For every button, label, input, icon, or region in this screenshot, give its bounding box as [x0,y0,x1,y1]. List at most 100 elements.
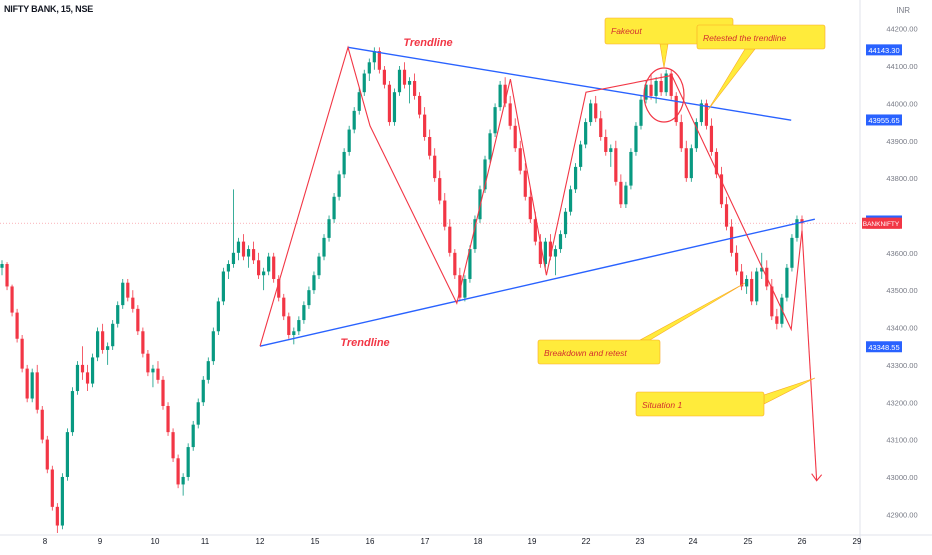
x-tick-label: 12 [256,537,265,546]
symbol-tag [862,217,900,229]
trendline [259,218,815,347]
candle-body [387,84,392,123]
candle-body [60,476,64,526]
candle-body [599,118,603,138]
candle-body [609,148,613,152]
y-tick-label: 43500.00 [886,286,917,295]
candle-body [397,69,402,93]
candle-body [528,196,532,220]
candle-body [176,458,180,485]
candle-body [106,346,110,350]
projection-arrowhead [811,473,823,482]
candle-body [111,323,115,347]
candle-body [543,241,547,265]
candle-body [704,103,709,126]
candle-body [573,166,578,190]
candle-body [614,148,618,182]
candle-body [95,331,100,358]
price-tag-label: 44143.30 [868,46,899,55]
candle-body [90,357,95,384]
currency-label: INR [896,6,910,15]
candle-body [201,379,205,403]
candle-body [533,219,537,242]
candle-body [166,405,170,433]
callout-pointer [763,377,816,405]
x-tick-label: 23 [636,537,645,546]
candle-body [423,114,427,138]
trendline [347,46,792,121]
candle-body [116,305,120,324]
candle-body [141,331,145,354]
callout-pointer [639,282,746,341]
candle-body [0,264,4,268]
candle-body [35,372,39,410]
candle-body [206,361,210,380]
candle-body [659,80,663,93]
candle-body [267,256,271,272]
candle-body [146,353,150,373]
x-tick-label: 26 [798,537,807,546]
candle-body [785,267,789,298]
x-tick-label: 9 [98,537,103,546]
candle-body [669,73,673,96]
candle-body [121,282,125,306]
candle-body [699,103,703,123]
candle-body [513,125,517,149]
callout-text: Situation 1 [642,400,682,410]
candle-body [317,256,321,276]
candle-body [372,51,376,63]
candle-body [724,204,729,227]
candle-body [362,73,366,93]
candle-body [196,402,200,425]
candle-body [186,447,190,477]
candle-body [458,275,462,298]
candle-body [40,409,44,440]
candle-body [126,282,130,298]
x-tick-label: 15 [311,537,320,546]
candle-body [25,368,29,399]
candle-body [443,200,447,227]
candle-body [226,264,231,272]
price-tag-label: 43348.55 [868,343,899,352]
candle-body [50,469,54,507]
candle-body [30,372,34,399]
candle-body [548,241,553,257]
candle-body [750,278,754,302]
candle-body [5,264,9,287]
candle-body [65,432,70,477]
candle-body [689,148,693,179]
candle-body [428,137,432,156]
candle-body [503,84,507,104]
candle-body [15,312,19,339]
candle-body [624,185,628,205]
callout-box [537,339,661,365]
y-tick-label: 43200.00 [886,398,917,407]
y-tick-label: 43000.00 [886,473,917,482]
candle-body [523,170,527,197]
candle-body [604,137,608,152]
y-tick-label: 44200.00 [886,25,917,34]
candle-body [493,107,497,134]
y-tick-label: 43900.00 [886,137,917,146]
candle-body [438,178,442,201]
candle-body [392,92,397,123]
callout-text: Retested the trendline [703,33,786,43]
candle-body [563,211,568,235]
candle-body [760,267,764,272]
candle-body [629,151,633,186]
candle-body [745,278,749,287]
candle-body [287,316,291,336]
y-tick-label: 43600.00 [886,249,917,258]
candle-body [407,80,412,85]
candle-body [10,286,14,313]
candle-body [463,278,467,298]
candle-body [694,122,698,149]
candle-body [191,424,195,448]
candle-body [327,219,331,238]
candle-body [473,219,477,250]
candle-body [589,103,593,123]
candle-body [488,133,492,160]
candle-body [508,103,512,126]
